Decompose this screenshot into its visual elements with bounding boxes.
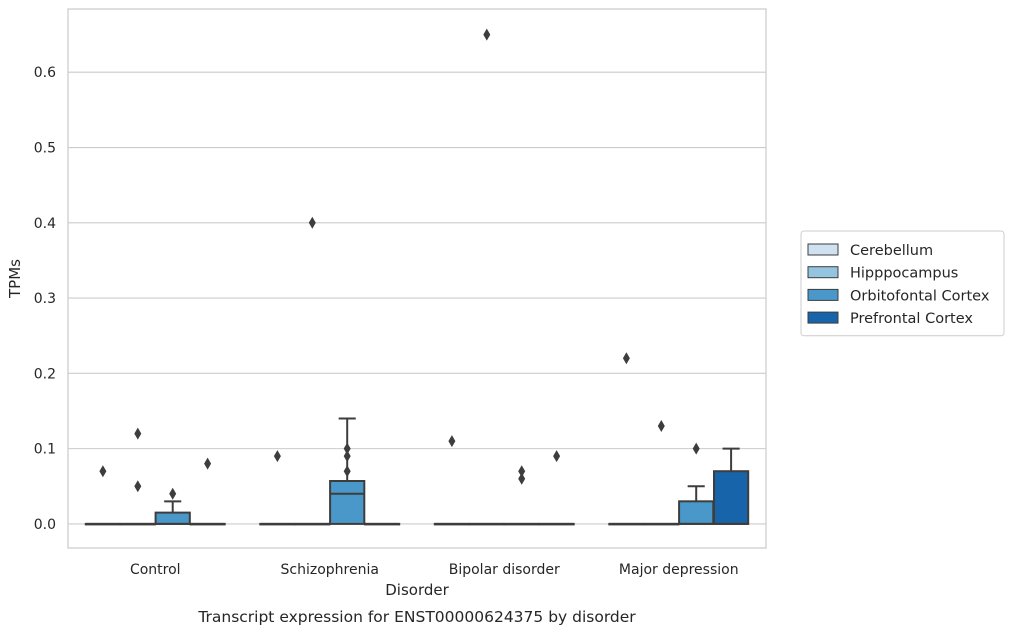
outlier-point (343, 450, 351, 463)
y-axis-ticks: 0.0 0.1 0.2 0.3 0.4 0.5 0.6 (34, 65, 56, 533)
outlier-point (657, 420, 665, 433)
legend: Cerebellum Hipppocampus Orbitofontal Corte… (800, 230, 1005, 337)
box-3-0 (608, 352, 645, 526)
legend-item: Orbitofontal Cortex (807, 288, 990, 304)
box-body (329, 480, 366, 525)
outlier-point (308, 216, 316, 229)
outlier-point (553, 450, 561, 463)
outlier-point (204, 457, 212, 470)
legend-label: Orbitofontal Cortex (850, 288, 990, 304)
box-0-2 (154, 487, 191, 525)
legend-item: Hipppocampus (807, 266, 958, 282)
x-tick-label: Bipolar disorder (449, 562, 560, 578)
y-tick-label: 0.5 (34, 141, 56, 157)
x-tick-label: Major depression (619, 562, 739, 578)
legend-item: Cerebellum (807, 243, 933, 259)
outlier-point (343, 442, 351, 455)
outlier-point (99, 465, 107, 478)
x-axis-ticks: Control Schizophrenia Bipolar disorder Majo… (130, 562, 739, 578)
y-axis-label: TPMs (6, 259, 24, 299)
box-0-3 (189, 457, 226, 526)
box-body (678, 500, 715, 525)
outlier-point (483, 28, 491, 41)
outlier-point (518, 465, 526, 478)
box-series (84, 28, 750, 526)
x-tick-label: Control (130, 562, 181, 578)
box-body (154, 511, 191, 525)
plot-area-frame (67, 8, 767, 549)
y-tick-label: 0.2 (34, 366, 56, 382)
y-tick-label: 0.1 (34, 442, 56, 458)
outlier-point (448, 435, 456, 448)
outlier-point (273, 450, 281, 463)
box-body (712, 470, 750, 525)
legend-label: Hipppocampus (850, 266, 958, 282)
box-1-3 (363, 522, 401, 526)
y-tick-label: 0.4 (34, 216, 56, 232)
legend-swatch (807, 266, 839, 279)
outlier-point (343, 465, 351, 478)
y-tick-label: 0.3 (34, 291, 56, 307)
outlier-point (169, 487, 177, 500)
y-tick-label: 0.6 (34, 65, 56, 81)
outlier-point (692, 442, 700, 455)
box-2-3 (538, 450, 575, 526)
legend-item: Prefrontal Cortex (807, 311, 973, 327)
box-3-1 (643, 420, 680, 526)
x-tick-label: Schizophrenia (281, 562, 379, 578)
legend-frame (800, 230, 1005, 337)
outlier-point (134, 427, 142, 440)
legend-label: Prefrontal Cortex (850, 311, 973, 327)
chart-caption: Transcript expression for ENST0000062437… (197, 608, 636, 626)
outlier-point (518, 472, 526, 485)
legend-swatch (807, 288, 839, 301)
legend-swatch (807, 243, 839, 256)
outlier-point (622, 352, 630, 365)
x-axis-label: Disorder (385, 581, 449, 599)
box-1-2 (329, 417, 366, 525)
box-2-2 (503, 465, 540, 526)
outlier-point (134, 480, 142, 493)
legend-swatch (807, 311, 839, 324)
box-3-3 (712, 447, 750, 525)
y-tick-label: 0.0 (34, 517, 56, 533)
legend-label: Cerebellum (850, 243, 933, 259)
